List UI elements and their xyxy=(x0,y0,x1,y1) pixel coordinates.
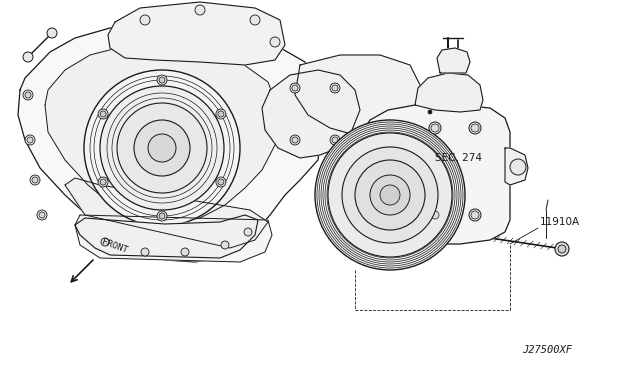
Circle shape xyxy=(218,179,224,185)
Circle shape xyxy=(100,111,106,117)
Circle shape xyxy=(471,211,479,219)
Circle shape xyxy=(469,122,481,134)
Circle shape xyxy=(328,133,452,257)
Circle shape xyxy=(159,213,165,219)
Circle shape xyxy=(330,135,340,145)
Circle shape xyxy=(140,15,150,25)
Circle shape xyxy=(558,245,566,253)
Circle shape xyxy=(157,211,167,221)
Circle shape xyxy=(27,137,33,143)
Circle shape xyxy=(332,85,338,91)
Circle shape xyxy=(429,122,441,134)
Circle shape xyxy=(195,5,205,15)
Circle shape xyxy=(134,120,190,176)
Circle shape xyxy=(157,75,167,85)
Circle shape xyxy=(84,70,240,226)
Text: 11910A: 11910A xyxy=(540,217,580,227)
Polygon shape xyxy=(45,43,278,223)
Circle shape xyxy=(510,159,526,175)
Circle shape xyxy=(292,85,298,91)
Text: SEC. 274: SEC. 274 xyxy=(435,153,482,163)
Circle shape xyxy=(23,90,33,100)
Circle shape xyxy=(30,175,40,185)
Circle shape xyxy=(431,211,439,219)
Circle shape xyxy=(98,177,108,187)
Polygon shape xyxy=(437,48,470,73)
Circle shape xyxy=(290,135,300,145)
Circle shape xyxy=(428,110,432,114)
Circle shape xyxy=(98,109,108,119)
Circle shape xyxy=(429,209,441,221)
Circle shape xyxy=(469,209,481,221)
Circle shape xyxy=(355,160,425,230)
Text: FRONT: FRONT xyxy=(100,237,129,255)
Circle shape xyxy=(117,103,207,193)
Circle shape xyxy=(25,92,31,98)
Circle shape xyxy=(290,83,300,93)
Polygon shape xyxy=(262,70,360,158)
Polygon shape xyxy=(295,55,420,135)
Circle shape xyxy=(221,241,229,249)
Circle shape xyxy=(216,177,226,187)
Circle shape xyxy=(270,37,280,47)
Circle shape xyxy=(380,185,400,205)
Circle shape xyxy=(47,28,57,38)
Circle shape xyxy=(292,137,298,143)
Circle shape xyxy=(25,135,35,145)
Circle shape xyxy=(471,124,479,132)
Circle shape xyxy=(32,177,38,183)
Circle shape xyxy=(431,124,439,132)
Circle shape xyxy=(141,248,149,256)
Circle shape xyxy=(100,86,224,210)
Circle shape xyxy=(555,242,569,256)
Polygon shape xyxy=(75,215,272,262)
Circle shape xyxy=(181,248,189,256)
Circle shape xyxy=(342,147,438,243)
Polygon shape xyxy=(65,178,268,248)
Circle shape xyxy=(330,83,340,93)
Circle shape xyxy=(370,175,410,215)
Circle shape xyxy=(216,109,226,119)
Circle shape xyxy=(244,228,252,236)
Circle shape xyxy=(159,77,165,83)
Polygon shape xyxy=(75,215,258,258)
Polygon shape xyxy=(18,22,322,262)
Circle shape xyxy=(332,137,338,143)
Polygon shape xyxy=(108,2,285,65)
Text: J27500XF: J27500XF xyxy=(522,345,572,355)
Circle shape xyxy=(148,134,176,162)
Circle shape xyxy=(250,15,260,25)
Circle shape xyxy=(315,120,465,270)
Polygon shape xyxy=(505,148,528,185)
Circle shape xyxy=(37,210,47,220)
Circle shape xyxy=(101,238,109,246)
Circle shape xyxy=(39,212,45,218)
Circle shape xyxy=(218,111,224,117)
Circle shape xyxy=(23,52,33,62)
Polygon shape xyxy=(355,105,510,244)
Polygon shape xyxy=(415,73,483,112)
Circle shape xyxy=(100,179,106,185)
